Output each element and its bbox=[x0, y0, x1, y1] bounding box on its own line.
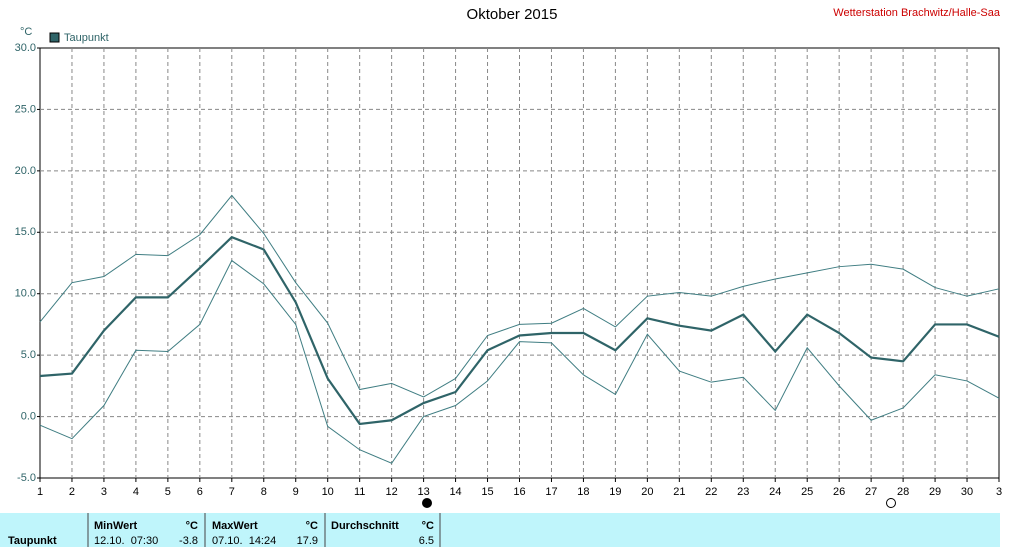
moon-icon bbox=[422, 498, 432, 508]
stats-table bbox=[0, 513, 1000, 547]
table-time: 07.10. 14:24 bbox=[212, 535, 276, 547]
table-unit: °C bbox=[186, 520, 198, 532]
y-tick-label: 10.0 bbox=[15, 288, 36, 300]
x-tick-label: 12 bbox=[386, 486, 398, 498]
x-tick-label: 24 bbox=[769, 486, 781, 498]
x-tick-label: 1 bbox=[37, 486, 43, 498]
y-tick-label: 5.0 bbox=[21, 349, 36, 361]
x-tick-label: 3 bbox=[996, 486, 1002, 498]
x-tick-label: 6 bbox=[197, 486, 203, 498]
station-name: Wetterstation Brachwitz/Halle-Saa bbox=[833, 7, 1001, 19]
x-tick-label: 8 bbox=[261, 486, 267, 498]
series-line bbox=[39, 194, 1000, 398]
table-header: MaxWert bbox=[212, 520, 258, 532]
x-tick-label: 19 bbox=[609, 486, 621, 498]
table-value: 17.9 bbox=[297, 535, 318, 547]
x-tick-label: 23 bbox=[737, 486, 749, 498]
x-tick-label: 11 bbox=[354, 486, 365, 498]
legend-swatch bbox=[49, 32, 60, 43]
table-value: 6.5 bbox=[419, 535, 434, 547]
x-tick-label: 29 bbox=[929, 486, 941, 498]
table-time: 12.10. 07:30 bbox=[94, 535, 158, 547]
x-tick-label: 16 bbox=[513, 486, 525, 498]
x-tick-label: 5 bbox=[165, 486, 171, 498]
x-tick-label: 27 bbox=[865, 486, 877, 498]
y-unit: °C bbox=[20, 26, 32, 38]
y-tick-label: -5.0 bbox=[17, 472, 36, 484]
x-tick-label: 14 bbox=[449, 486, 461, 498]
x-tick-label: 25 bbox=[801, 486, 813, 498]
y-tick-label: 15.0 bbox=[15, 226, 36, 238]
y-tick-label: 20.0 bbox=[15, 165, 36, 177]
x-tick-label: 22 bbox=[705, 486, 717, 498]
y-tick-label: 0.0 bbox=[21, 410, 36, 422]
y-tick-label: 30.0 bbox=[15, 42, 36, 54]
x-tick-label: 9 bbox=[293, 486, 299, 498]
x-tick-label: 10 bbox=[322, 486, 334, 498]
table-label: Taupunkt bbox=[8, 535, 57, 547]
table-header: MinWert bbox=[94, 520, 138, 532]
x-tick-label: 4 bbox=[133, 486, 139, 498]
y-tick-label: 25.0 bbox=[15, 103, 36, 115]
series-line bbox=[39, 235, 1000, 426]
x-tick-label: 13 bbox=[417, 486, 429, 498]
x-tick-label: 18 bbox=[577, 486, 589, 498]
x-tick-label: 3 bbox=[101, 486, 107, 498]
table-dividers bbox=[87, 513, 441, 547]
table-unit: °C bbox=[422, 520, 434, 532]
x-tick-label: 15 bbox=[481, 486, 493, 498]
x-tick-label: 21 bbox=[673, 486, 685, 498]
x-tick-label: 30 bbox=[961, 486, 973, 498]
x-tick-label: 26 bbox=[833, 486, 845, 498]
x-tick-label: 7 bbox=[229, 486, 235, 498]
table-unit: °C bbox=[306, 520, 318, 532]
table-value: -3.8 bbox=[179, 535, 198, 547]
x-tick-label: 2 bbox=[69, 486, 75, 498]
moon-icon bbox=[886, 498, 896, 508]
x-tick-label: 20 bbox=[641, 486, 653, 498]
table-header: Durchschnitt bbox=[331, 520, 399, 532]
legend-label: Taupunkt bbox=[64, 32, 109, 44]
series-line bbox=[39, 259, 1000, 464]
x-tick-label: 28 bbox=[897, 486, 909, 498]
x-tick-label: 17 bbox=[545, 486, 557, 498]
chart-title: Oktober 2015 bbox=[467, 6, 558, 23]
